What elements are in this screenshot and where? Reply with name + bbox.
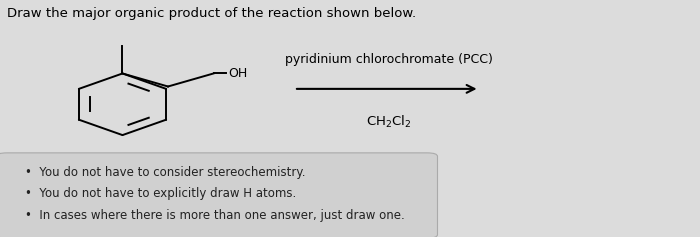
Text: Draw the major organic product of the reaction shown below.: Draw the major organic product of the re… [7,7,416,20]
Text: OH: OH [228,67,248,80]
Text: •  You do not have to explicitly draw H atoms.: • You do not have to explicitly draw H a… [25,187,295,200]
Text: $\mathregular{CH_2Cl_2}$: $\mathregular{CH_2Cl_2}$ [365,114,412,130]
Text: •  You do not have to consider stereochemistry.: • You do not have to consider stereochem… [25,166,305,179]
FancyBboxPatch shape [0,153,438,237]
Text: pyridinium chlorochromate (PCC): pyridinium chlorochromate (PCC) [285,53,492,66]
Text: •  In cases where there is more than one answer, just draw one.: • In cases where there is more than one … [25,209,405,222]
